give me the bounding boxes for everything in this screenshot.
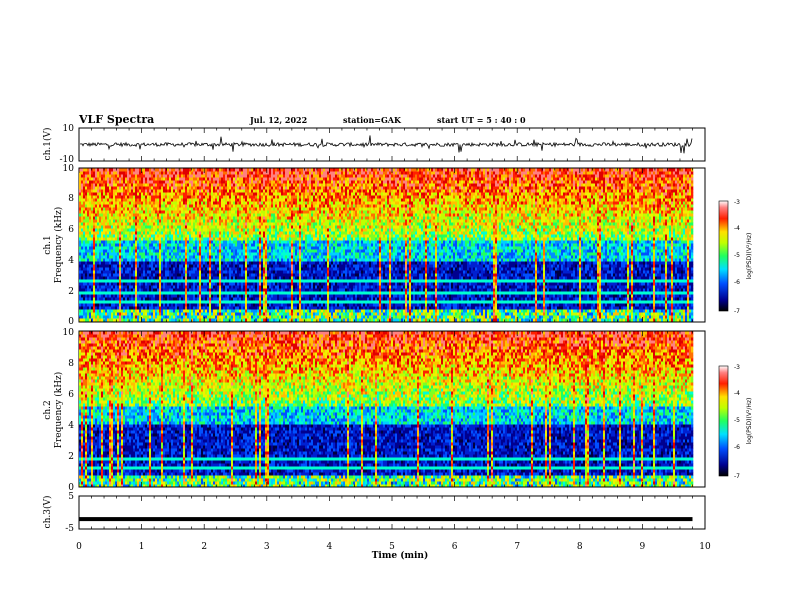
header-start-time: start UT = 5 : 40 : 0 xyxy=(437,115,526,125)
ch2-spec-ylabel-frequency: Frequency (kHz) xyxy=(53,372,64,449)
ch2-spec-ytick-4: 4 xyxy=(68,421,74,431)
ch1-spec-ytick-4: 4 xyxy=(68,256,74,266)
ch2-spec-ylabel-channel: ch.2 xyxy=(43,400,53,419)
x-axis-label: Time (min) xyxy=(372,550,429,561)
x-axis-tick-labels: 0 1 2 3 4 5 6 7 8 9 10 xyxy=(76,542,711,552)
ch2-spec-ytick-10: 10 xyxy=(63,328,75,338)
ch2-spectrogram-panel: 0 2 4 6 8 10 ch.2 Frequency (kHz) xyxy=(43,328,706,493)
ch1-spec-ylabel-channel: ch.1 xyxy=(43,235,53,254)
x-tick-label: 0 xyxy=(76,542,82,552)
ch3-waveform-frame xyxy=(78,495,706,530)
ch2-cb-tick-m7: -7 xyxy=(734,473,740,480)
ch1-waveform-trace xyxy=(79,135,693,154)
ch1-waveform-ylabel: ch.1(V) xyxy=(42,128,53,161)
ch1-colorbar: -3 -4 -5 -6 -7 log(PSD)(V²/Hz) xyxy=(718,199,753,315)
ch2-spec-ytick-6: 6 xyxy=(68,390,74,400)
x-tick-label: 4 xyxy=(327,542,333,552)
x-tick-label: 9 xyxy=(640,542,646,552)
ch1-spec-ytick-2: 2 xyxy=(68,287,74,297)
ch1-colorbar-label: log(PSD)(V²/Hz) xyxy=(746,233,753,280)
ch2-cb-tick-m5: -5 xyxy=(734,417,740,424)
ch2-spectrogram-image xyxy=(79,331,694,487)
ch3-waveform-level-line xyxy=(79,517,693,522)
ch1-spectrogram-panel: 0 2 4 6 8 10 ch.1 Frequency (kHz) xyxy=(43,164,706,327)
ch1-spec-ytick-10: 10 xyxy=(63,164,75,174)
ch1-waveform-frame xyxy=(78,127,706,162)
ch3-waveform-ylabel: ch.3(V) xyxy=(42,496,53,529)
ch1-cb-tick-m6: -6 xyxy=(734,279,740,286)
ch1-spec-ylabel-frequency: Frequency (kHz) xyxy=(53,207,64,284)
ch1-spectrogram-image xyxy=(79,168,694,322)
ch2-cb-tick-m3: -3 xyxy=(734,364,740,371)
ch1-cb-tick-m4: -4 xyxy=(734,225,740,232)
x-tick-label: 8 xyxy=(577,542,583,552)
ch3-ytick-top: 5 xyxy=(68,492,74,502)
ch2-spec-ytick-2: 2 xyxy=(68,452,74,462)
ch1-ytick-top: 10 xyxy=(63,124,75,134)
ch1-spec-ytick-6: 6 xyxy=(68,225,74,235)
x-tick-label: 2 xyxy=(201,542,207,552)
ch1-ytick-bottom: -10 xyxy=(60,155,75,165)
ch1-cb-tick-m5: -5 xyxy=(734,252,740,259)
ch1-spec-ytick-0: 0 xyxy=(68,317,74,327)
ch1-cb-tick-m7: -7 xyxy=(734,308,740,315)
header-station: station=GAK xyxy=(343,115,402,125)
x-tick-label: 6 xyxy=(452,542,458,552)
ch2-colorbar-label: log(PSD)(V²/Hz) xyxy=(746,398,753,445)
ch2-cb-tick-m4: -4 xyxy=(734,390,740,397)
ch2-spec-ytick-8: 8 xyxy=(68,359,74,369)
ch1-cb-tick-m3: -3 xyxy=(734,199,740,206)
x-tick-label: 3 xyxy=(264,542,270,552)
ch2-spec-ytick-0: 0 xyxy=(68,483,74,493)
x-tick-label: 7 xyxy=(514,542,520,552)
figure-title: VLF Spectra xyxy=(78,113,154,126)
ch3-ytick-bottom: -5 xyxy=(65,524,74,534)
x-tick-label: 10 xyxy=(699,542,711,552)
x-tick-label: 5 xyxy=(389,542,395,552)
x-tick-label: 1 xyxy=(139,542,145,552)
panel-tick-marks xyxy=(78,128,706,529)
ch2-colorbar: -3 -4 -5 -6 -7 log(PSD)(V²/Hz) xyxy=(718,364,753,480)
ch1-colorbar-gradient xyxy=(718,200,729,312)
ch2-colorbar-gradient xyxy=(718,365,729,477)
ch1-waveform-panel: 10 -10 ch.1(V) xyxy=(42,124,706,165)
ch2-cb-tick-m6: -6 xyxy=(734,444,740,451)
ch1-spec-ytick-8: 8 xyxy=(68,194,74,204)
ch3-waveform-panel: 5 -5 ch.3(V) xyxy=(42,492,706,534)
header-date: Jul. 12, 2022 xyxy=(249,115,307,125)
